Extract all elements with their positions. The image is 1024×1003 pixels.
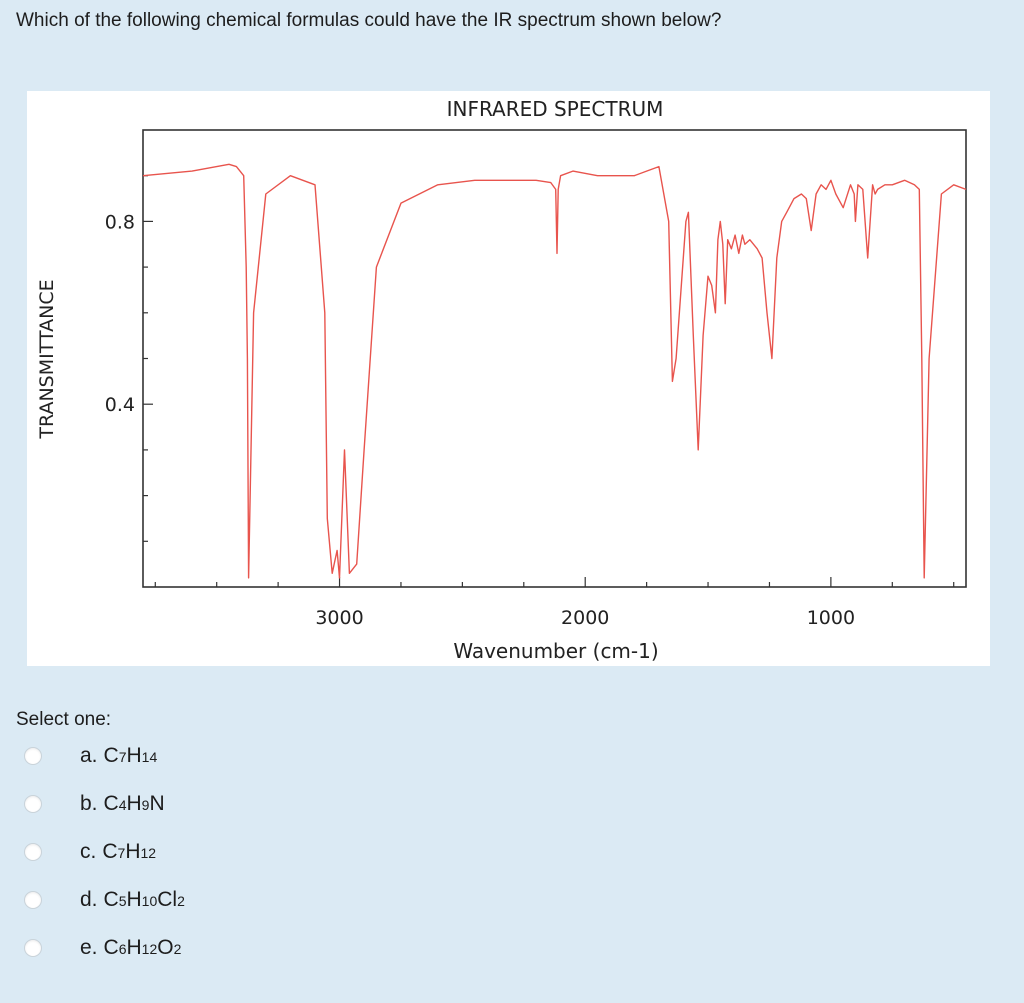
formula-element: C: [103, 744, 119, 767]
radio-option-e[interactable]: [24, 939, 42, 957]
option-letter: e.: [80, 936, 98, 959]
spectrum-line: [142, 163, 967, 579]
formula-element: C: [102, 840, 118, 863]
option-letter: d.: [80, 888, 98, 911]
plot-frame: [142, 129, 967, 588]
y-axis-label: TRANSMITTANCE: [36, 279, 58, 439]
formula-element: O: [157, 936, 174, 959]
formula-element: C: [103, 792, 119, 815]
radio-option-c[interactable]: [24, 843, 42, 861]
formula-element: H: [126, 936, 142, 959]
x-tick-label: 3000: [315, 607, 363, 629]
spectrum-title: INFRARED SPECTRUM: [447, 97, 664, 121]
formula-element: N: [149, 792, 165, 815]
select-one-label: Select one:: [16, 709, 112, 730]
question-text: Which of the following chemical formulas…: [16, 10, 722, 31]
radio-option-b[interactable]: [24, 795, 42, 813]
option-letter: c.: [80, 840, 97, 863]
radio-option-d[interactable]: [24, 891, 42, 909]
radio-option-a[interactable]: [24, 747, 42, 765]
y-tick-label: 0.4: [105, 394, 135, 416]
x-tick-label: 2000: [561, 607, 609, 629]
y-tick-label: 0.8: [105, 211, 135, 233]
formula-element: H: [126, 888, 142, 911]
formula-element: H: [126, 792, 142, 815]
x-axis-label: Wavenumber (cm-1): [453, 639, 658, 663]
ir-spectrum-panel: INFRARED SPECTRUM 3000 2000 1000 0.8 0.4 Wav…: [27, 91, 990, 666]
formula-element: H: [126, 744, 142, 767]
formula-element: C: [103, 936, 119, 959]
ir-spectrum-chart: INFRARED SPECTRUM 3000 2000 1000 0.8 0.4 Wav…: [36, 97, 967, 663]
option-letter: a.: [80, 744, 98, 767]
option-letter: b.: [80, 792, 98, 815]
formula-element: H: [125, 840, 141, 863]
formula-element: C: [103, 888, 119, 911]
x-tick-label: 1000: [807, 607, 855, 629]
formula-element: Cl: [157, 888, 178, 911]
